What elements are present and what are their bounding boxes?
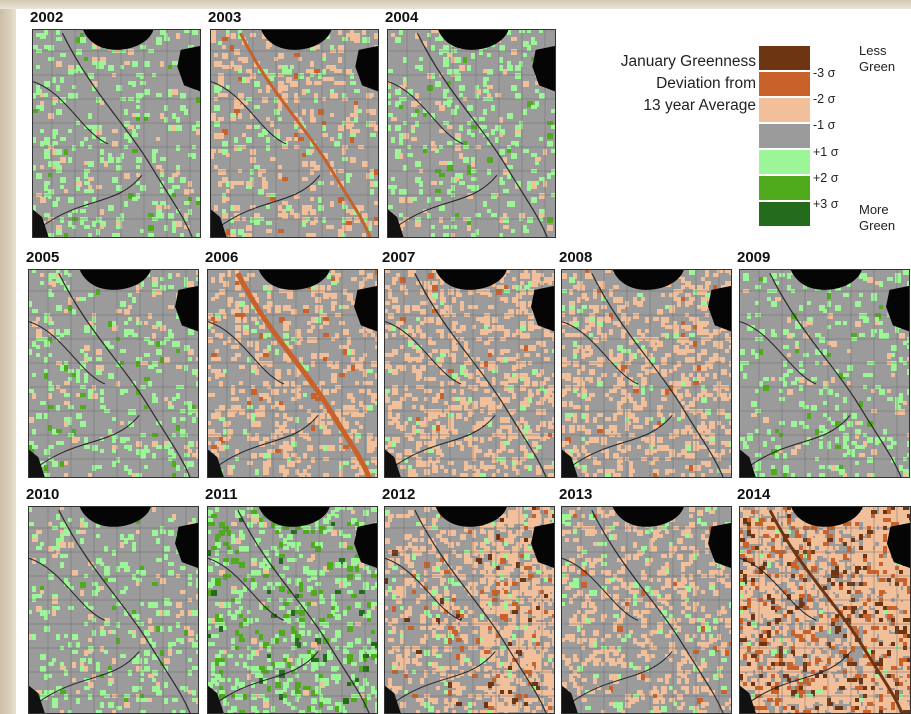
greenness-map-2005 [28,269,199,478]
legend-tick-label: +1 σ [813,145,839,159]
legend-title: January Greenness Deviation from 13 year… [560,51,756,117]
map-year-label: 2010 [26,486,60,503]
greenness-map-2013 [561,506,732,714]
map-year-label: 2007 [382,249,416,266]
legend-swatch [759,124,810,148]
greenness-map-2007 [384,269,555,478]
legend-more-green-label: More Green [859,202,895,234]
greenness-map-2006 [207,269,378,478]
legend-less-green-line: Green [859,59,896,74]
legend-tick-label: +2 σ [813,171,839,185]
map-year-label: 2008 [559,249,593,266]
slide-frame-top [0,0,911,9]
legend-less-green-label: Less Green [859,43,895,75]
greenness-map-2010 [28,506,199,714]
greenness-map-2009 [739,269,910,478]
map-year-label: 2006 [205,249,239,266]
map-year-label: 2003 [208,9,242,26]
legend-tick-label: -3 σ [813,66,836,80]
map-year-label: 2005 [26,249,60,266]
legend-swatch [759,150,810,174]
greenness-map-2011 [207,506,378,714]
legend-swatch [759,46,810,70]
map-year-label: 2011 [205,486,238,503]
map-year-label: 2004 [385,9,419,26]
legend-swatch [759,72,810,96]
legend-title-line: 13 year Average [643,97,756,114]
map-year-label: 2014 [737,486,771,503]
greenness-map-2002 [32,29,201,238]
map-year-label: 2009 [737,249,771,266]
map-year-label: 2013 [559,486,593,503]
legend-more-green-line: More [859,202,889,217]
legend-more-green-line: Green [859,218,896,233]
greenness-map-2003 [210,29,379,238]
greenness-map-2014 [739,506,911,714]
legend-less-green-line: Less [859,43,887,58]
legend-swatch [759,176,810,200]
greenness-map-2008 [561,269,732,478]
legend-title-line: Deviation from [656,75,756,92]
legend-tick-label: -2 σ [813,92,836,106]
legend-swatch [759,202,810,226]
map-year-label: 2002 [30,9,64,26]
map-year-label: 2012 [382,486,416,503]
greenness-map-2004 [387,29,556,238]
greenness-map-2012 [384,506,555,714]
legend-tick-label: -1 σ [813,118,836,132]
legend-tick-label: +3 σ [813,197,839,211]
legend-title-line: January Greenness [620,53,756,70]
legend-swatch [759,98,810,122]
slide-frame-left [0,0,16,714]
